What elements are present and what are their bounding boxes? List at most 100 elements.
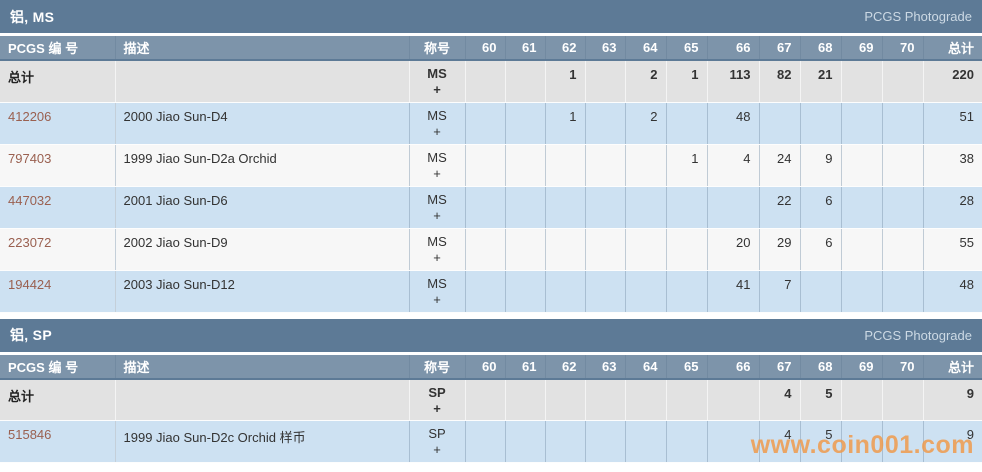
- row-total-cell: 38: [923, 144, 982, 187]
- designation-line: MS: [427, 149, 447, 165]
- grade-count-cell-64: [625, 378, 667, 421]
- grade-count-cell-69: [841, 144, 883, 187]
- grade-count-cell-65: 1: [666, 144, 708, 187]
- row-total-cell: 48: [923, 270, 982, 313]
- pcgs-photograde-link[interactable]: PCGS Photograde: [864, 327, 972, 343]
- description-cell: 2000 Jiao Sun-D4: [115, 102, 410, 145]
- grade-count-cell-66: 41: [707, 270, 760, 313]
- grade-count-cell-67: 82: [759, 60, 801, 103]
- designation-line: +: [433, 207, 441, 223]
- grade-count-cell-64: [625, 186, 667, 229]
- grade-count-cell-66: 113: [707, 60, 760, 103]
- grade-count-cell-67: 22: [759, 186, 801, 229]
- grade-count-cell-61: [505, 102, 546, 145]
- designation-line: +: [433, 249, 441, 265]
- grade-count-cell-63: [585, 60, 626, 103]
- section-header-bar: 铝, MS PCGS Photograde: [0, 0, 982, 33]
- grade-count-cell-60: [465, 60, 506, 103]
- grade-count-cell-63: [585, 186, 626, 229]
- grade-count-cell-65: [666, 228, 708, 271]
- grade-count-cell-67: 4: [759, 420, 801, 463]
- grade-count-cell-61: [505, 228, 546, 271]
- description-cell: 2001 Jiao Sun-D6: [115, 186, 410, 229]
- grade-count-cell-62: 1: [545, 102, 586, 145]
- pcgs-number-link[interactable]: 223072: [0, 228, 116, 271]
- column-header-pcgs-number: PCGS 编 号: [0, 354, 115, 380]
- column-header-grade-67: 67: [758, 36, 800, 61]
- column-header-grade-63: 63: [584, 354, 625, 380]
- grade-count-cell-68: 21: [800, 60, 842, 103]
- row-total-cell: 220: [923, 60, 982, 103]
- section-title: 铝, MS: [10, 8, 55, 25]
- grade-count-cell-70: [882, 102, 924, 145]
- designation-line: +: [433, 291, 441, 307]
- grade-count-cell-68: 5: [800, 378, 842, 421]
- designation-line: MS: [427, 275, 447, 291]
- total-label: 总计: [0, 60, 116, 103]
- grade-section: 铝, SP PCGS Photograde PCGS 编 号描述 称号 60 61 62 63…: [0, 318, 982, 463]
- grade-count-cell-67: [759, 102, 801, 145]
- designation-line: SP: [428, 384, 446, 400]
- grade-count-cell-70: [882, 144, 924, 187]
- grade-count-cell-65: [666, 270, 708, 313]
- grade-section: 铝, MS PCGS Photograde PCGS 编 号描述 称号 60 61 62 63…: [0, 0, 982, 313]
- grade-count-cell-70: [882, 270, 924, 313]
- description-cell: [115, 60, 410, 103]
- column-header-description: 描述: [114, 354, 409, 380]
- designation-line: +: [433, 400, 441, 416]
- grade-count-cell-62: [545, 228, 586, 271]
- grade-count-cell-62: [545, 270, 586, 313]
- designation-line: +: [433, 442, 441, 457]
- column-header-grade-63: 63: [584, 36, 625, 61]
- column-header-total: 总计: [922, 36, 982, 61]
- grade-count-cell-64: [625, 270, 667, 313]
- grade-count-cell-67: 7: [759, 270, 801, 313]
- grade-count-cell-66: [707, 186, 760, 229]
- grade-count-cell-68: 6: [800, 186, 842, 229]
- grade-count-cell-70: [882, 60, 924, 103]
- column-header-grade-66: 66: [706, 354, 759, 380]
- pcgs-number-link[interactable]: 412206: [0, 102, 116, 145]
- grade-count-cell-65: 1: [666, 60, 708, 103]
- column-header-grade-68: 68: [799, 354, 841, 380]
- table-row: 797403 1999 Jiao Sun-D2a Orchid MS +1 4 24 9 38: [0, 144, 982, 187]
- grade-count-cell-68: 6: [800, 228, 842, 271]
- population-table: PCGS 编 号描述 称号 60 61 62 63 64 65 66 67 68 69 70 总计 总计 SP…: [0, 354, 982, 463]
- designation-cell: MS +: [409, 144, 466, 187]
- description-cell: [115, 378, 410, 421]
- grade-count-cell-62: 1: [545, 60, 586, 103]
- column-header-grade-61: 61: [504, 36, 545, 61]
- grade-count-cell-69: [841, 378, 883, 421]
- pcgs-photograde-link[interactable]: PCGS Photograde: [864, 9, 972, 24]
- grade-count-cell-62: [545, 144, 586, 187]
- grade-count-cell-65: [666, 102, 708, 145]
- grade-count-cell-67: 4: [759, 378, 801, 421]
- grade-count-cell-65: [666, 378, 708, 421]
- grade-count-cell-61: [505, 60, 546, 103]
- grade-count-cell-61: [505, 186, 546, 229]
- grade-count-cell-64: [625, 420, 667, 463]
- pcgs-number-link[interactable]: 447032: [0, 186, 116, 229]
- pcgs-number-link[interactable]: 515846: [0, 420, 116, 463]
- grade-count-cell-64: [625, 144, 667, 187]
- grade-count-cell-60: [465, 420, 506, 463]
- designation-line: +: [433, 123, 441, 139]
- pcgs-number-link[interactable]: 797403: [0, 144, 116, 187]
- grade-count-cell-62: [545, 420, 586, 463]
- column-header-grade-68: 68: [799, 36, 841, 61]
- column-header-designation: 称号: [408, 354, 465, 380]
- column-header-grade-69: 69: [840, 354, 882, 380]
- designation-cell: MS +: [409, 270, 466, 313]
- table-row: 194424 2003 Jiao Sun-D12 MS +41 7 48: [0, 270, 982, 313]
- total-row: 总计 MS +1 2 1 113 82 21 220: [0, 60, 982, 103]
- column-header-grade-60: 60: [464, 36, 505, 61]
- grade-count-cell-62: [545, 378, 586, 421]
- pcgs-number-link[interactable]: 194424: [0, 270, 116, 313]
- grade-count-cell-63: [585, 102, 626, 145]
- designation-line: SP: [428, 426, 446, 441]
- column-header-grade-60: 60: [464, 354, 505, 380]
- designation-line: MS: [427, 191, 447, 207]
- table-row: 515846 1999 Jiao Sun-D2c Orchid 样币 SP +4 5 9: [0, 420, 982, 463]
- grade-count-cell-69: [841, 228, 883, 271]
